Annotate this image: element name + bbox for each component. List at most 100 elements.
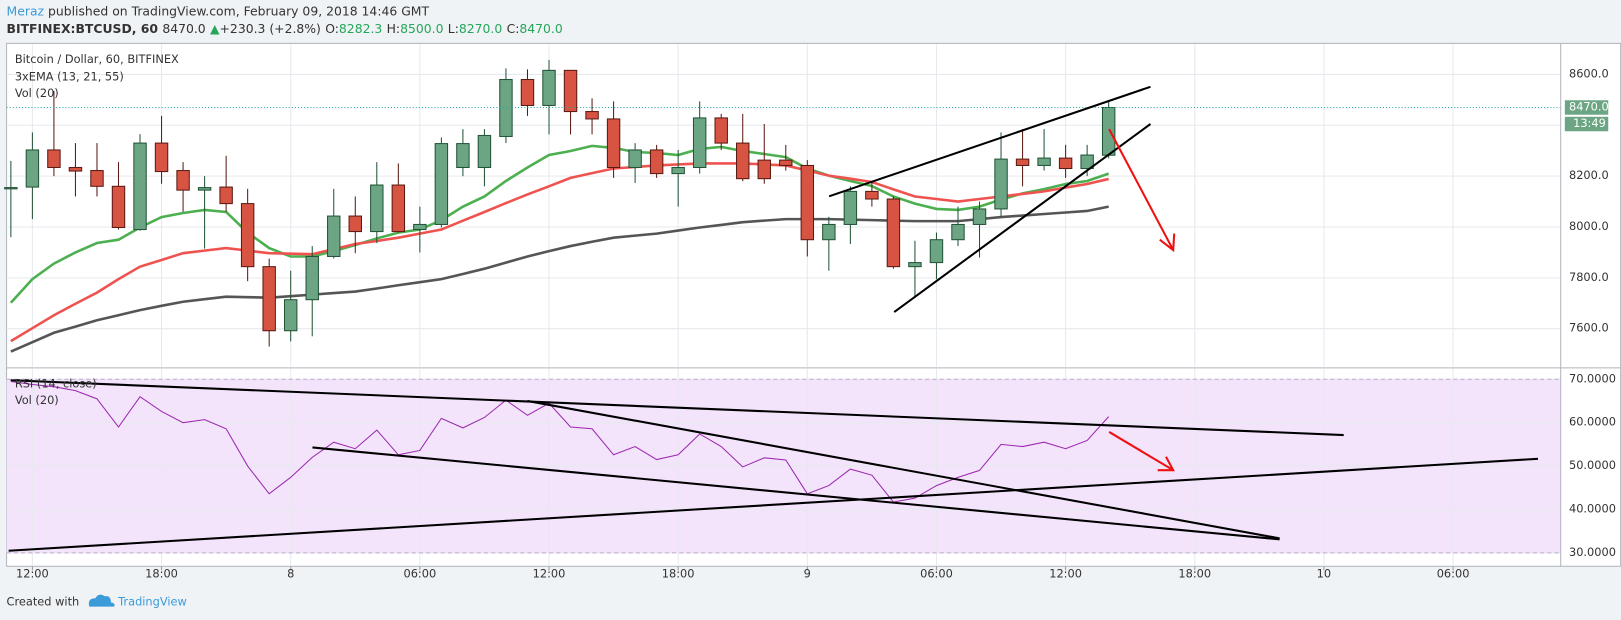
- h: 8500.0: [400, 20, 443, 35]
- candle-body: [240, 203, 255, 268]
- arrow-head: [1159, 233, 1176, 253]
- arrow-head: [1157, 456, 1175, 472]
- candle-body: [886, 198, 901, 268]
- x-tick-label: 12:00: [16, 567, 49, 581]
- rsi-title: RSI (14, close): [15, 376, 97, 390]
- candle-body: [736, 142, 750, 180]
- candle-body: [477, 134, 492, 169]
- x-tick-label: 12:00: [533, 567, 566, 581]
- drawings: [8, 85, 1539, 552]
- candle-body: [262, 266, 276, 332]
- change: +230.3 (+2.8%): [220, 20, 321, 35]
- candle-body: [154, 142, 169, 173]
- plot-layer: 7600.07800.08000.08200.08400.08600.08470…: [4, 44, 1616, 581]
- symbol: BITFINEX:BTCUSD, 60: [7, 20, 159, 35]
- published: published on TradingView.com, February 0…: [44, 3, 429, 18]
- ema-line: [10, 162, 1109, 343]
- l: 8270.0: [459, 20, 502, 35]
- trendline: [8, 457, 1539, 552]
- x-tick-label: 06:00: [920, 567, 953, 581]
- candle-body: [800, 164, 815, 241]
- candle-body: [176, 170, 190, 191]
- main-title: Bitcoin / Dollar, 60, BITFINEX: [15, 52, 179, 66]
- candle-body: [434, 143, 449, 225]
- candle-body: [628, 149, 642, 169]
- last: 8470.0: [162, 20, 205, 35]
- o: 8282.3: [339, 20, 382, 35]
- y-tick-label: 70.0000: [1569, 371, 1616, 385]
- candle-body: [370, 184, 384, 233]
- candle-body: [327, 215, 341, 258]
- candle-body: [671, 166, 685, 175]
- candle-body: [348, 215, 362, 233]
- candle-body: [951, 223, 965, 241]
- trendline: [10, 379, 1344, 437]
- candle-body: [1015, 158, 1030, 166]
- x-tick-label: 12:00: [1049, 567, 1082, 581]
- arrow: [1108, 128, 1175, 251]
- candle-body: [1058, 157, 1073, 170]
- x-tick-label: 18:00: [145, 567, 178, 581]
- c: 8470.0: [519, 20, 562, 35]
- y-tick-label: 8200.0: [1569, 168, 1609, 182]
- h-label: H:: [387, 20, 401, 35]
- candle-body: [692, 117, 707, 169]
- candle-body: [649, 149, 664, 175]
- candle-body: [908, 262, 922, 268]
- candle-body: [1080, 154, 1094, 170]
- y-tick-label: 7800.0: [1569, 270, 1609, 284]
- candle-body: [994, 158, 1008, 210]
- x-tick-label: 06:00: [1437, 567, 1470, 581]
- candle-body: [520, 79, 535, 106]
- rsi-line: [10, 380, 1110, 503]
- volume-label: Vol (20): [15, 86, 59, 100]
- last-price-box: [1564, 100, 1609, 115]
- trendline: [312, 446, 1280, 541]
- candle-body: [1037, 157, 1051, 166]
- candle-body: [1101, 106, 1116, 156]
- candle-body: [219, 186, 233, 205]
- rsi-volume-label: Vol (20): [15, 393, 59, 407]
- created-with: Created with: [7, 594, 80, 608]
- x-tick-label: 06:00: [403, 567, 436, 581]
- header-line: Meraz published on TradingView.com, Febr…: [7, 3, 430, 18]
- y-tick-label: 50.0000: [1569, 458, 1616, 472]
- trendline: [893, 123, 1152, 313]
- candle-body: [972, 208, 987, 225]
- candle-body: [585, 111, 599, 120]
- candle-body: [822, 223, 836, 241]
- countdown-label: 13:49: [1573, 116, 1606, 130]
- candle-body: [865, 190, 879, 200]
- brand[interactable]: TradingView: [117, 594, 187, 608]
- candle-body: [542, 69, 556, 106]
- ema-line: [9, 144, 1110, 304]
- trendline: [527, 399, 1280, 540]
- candle-body: [606, 118, 621, 169]
- logo: [88, 594, 115, 607]
- c-label: C:: [507, 20, 520, 35]
- x-tick-label: 8: [287, 567, 294, 581]
- o-label: O:: [325, 20, 339, 35]
- candle-body: [413, 223, 427, 231]
- candle-body: [133, 142, 147, 231]
- candle-body: [391, 184, 406, 233]
- arrow: [1108, 431, 1174, 472]
- candle-body: [68, 166, 83, 172]
- author[interactable]: Meraz: [7, 3, 45, 18]
- y-tick-label: 30.0000: [1569, 545, 1616, 559]
- candle-body: [305, 255, 319, 301]
- countdown-box: [1564, 116, 1609, 132]
- candle-body: [929, 239, 944, 264]
- last-price-label: 8470.0: [1569, 99, 1609, 113]
- y-tick-label: 8600.0: [1569, 66, 1609, 80]
- x-tick-label: 18:00: [1178, 567, 1211, 581]
- l-label: L:: [448, 20, 459, 35]
- candle-body: [283, 299, 298, 332]
- quote-line: BITFINEX:BTCUSD, 60 8470.0 ▲+230.3 (+2.8…: [7, 20, 563, 35]
- candle-body: [90, 170, 104, 187]
- y-tick-label: 60.0000: [1569, 415, 1616, 429]
- x-tick-label: 18:00: [662, 567, 695, 581]
- arrow: ▲: [210, 20, 220, 35]
- candle-body: [779, 159, 793, 166]
